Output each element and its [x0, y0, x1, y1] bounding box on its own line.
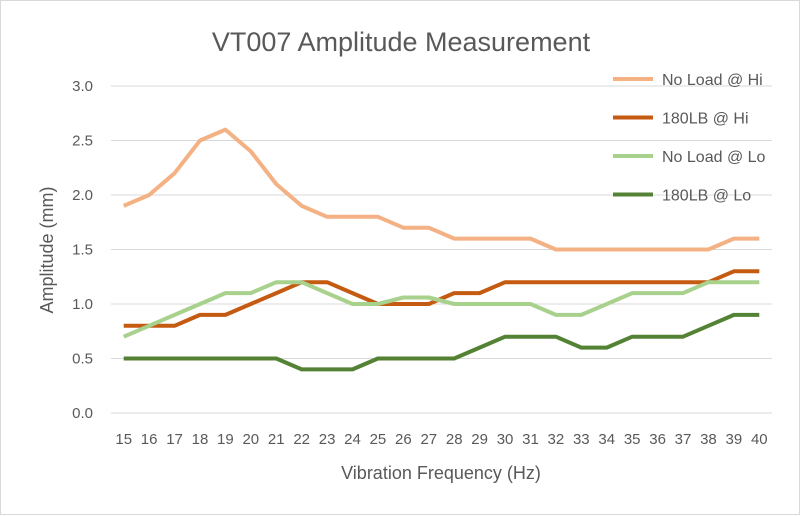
legend-label: No Load @ Lo: [662, 149, 766, 166]
x-tick-label: 26: [395, 431, 412, 448]
y-tick-label: 1.5: [72, 242, 93, 259]
x-tick-label: 38: [700, 431, 717, 448]
x-tick-label: 27: [420, 431, 437, 448]
legend-label: No Load @ Hi: [662, 72, 763, 89]
y-tick-label: 1.0: [72, 296, 93, 313]
x-tick-label: 32: [548, 431, 565, 448]
series-line-1: [122, 127, 760, 252]
x-tick-label: 15: [115, 431, 132, 448]
x-tick-label: 24: [344, 431, 361, 448]
legend: No Load @ Hi 180LB @ Hi No Load @ Lo 180LB …: [613, 72, 766, 205]
x-tick-label: 33: [573, 431, 590, 448]
x-tick-label: 28: [446, 431, 463, 448]
x-tick-label: 40: [751, 431, 768, 448]
y-tick-label: 0.0: [72, 405, 93, 422]
x-tick-label: 18: [192, 431, 209, 448]
y-tick-label: 3.0: [72, 78, 93, 95]
x-tick-label: 20: [242, 431, 259, 448]
x-tick-label: 29: [471, 431, 488, 448]
x-tick-label: 17: [166, 431, 183, 448]
x-tick-label: 21: [268, 431, 285, 448]
legend-label: 180LB @ Hi: [662, 111, 749, 128]
x-tick-label: 39: [726, 431, 743, 448]
x-axis-title: Vibration Frequency (Hz): [341, 463, 541, 483]
x-tick-label: 22: [293, 431, 310, 448]
y-tick-label: 2.5: [72, 133, 93, 150]
x-tick-label: 35: [624, 431, 641, 448]
x-tick-label: 31: [522, 431, 539, 448]
series-line-4: [123, 312, 760, 372]
legend-label: 180LB @ Lo: [662, 188, 751, 205]
x-tick-label: 23: [319, 431, 336, 448]
x-tick-label: 19: [217, 431, 234, 448]
x-tick-label: 16: [141, 431, 158, 448]
x-tick-label: 30: [497, 431, 514, 448]
y-axis-ticks: 0.0 0.5 1.0 1.5 2.0 2.5 3.0: [72, 78, 93, 422]
y-tick-label: 0.5: [72, 351, 93, 368]
y-tick-label: 2.0: [72, 187, 93, 204]
x-tick-label: 36: [649, 431, 666, 448]
chart-title: VT007 Amplitude Measurement: [212, 27, 591, 57]
x-tick-label: 37: [675, 431, 692, 448]
series-line-3: [122, 280, 760, 339]
x-axis-ticks: 15 16 17 18 19 20 21 22 23 24 25 26 27 28 29 30 31 32 33 34…: [115, 431, 767, 448]
series-lines: [122, 127, 760, 372]
series-line-2: [123, 269, 760, 328]
y-axis-title: Amplitude (mm): [37, 186, 57, 313]
x-tick-label: 34: [598, 431, 615, 448]
x-tick-label: 25: [370, 431, 387, 448]
